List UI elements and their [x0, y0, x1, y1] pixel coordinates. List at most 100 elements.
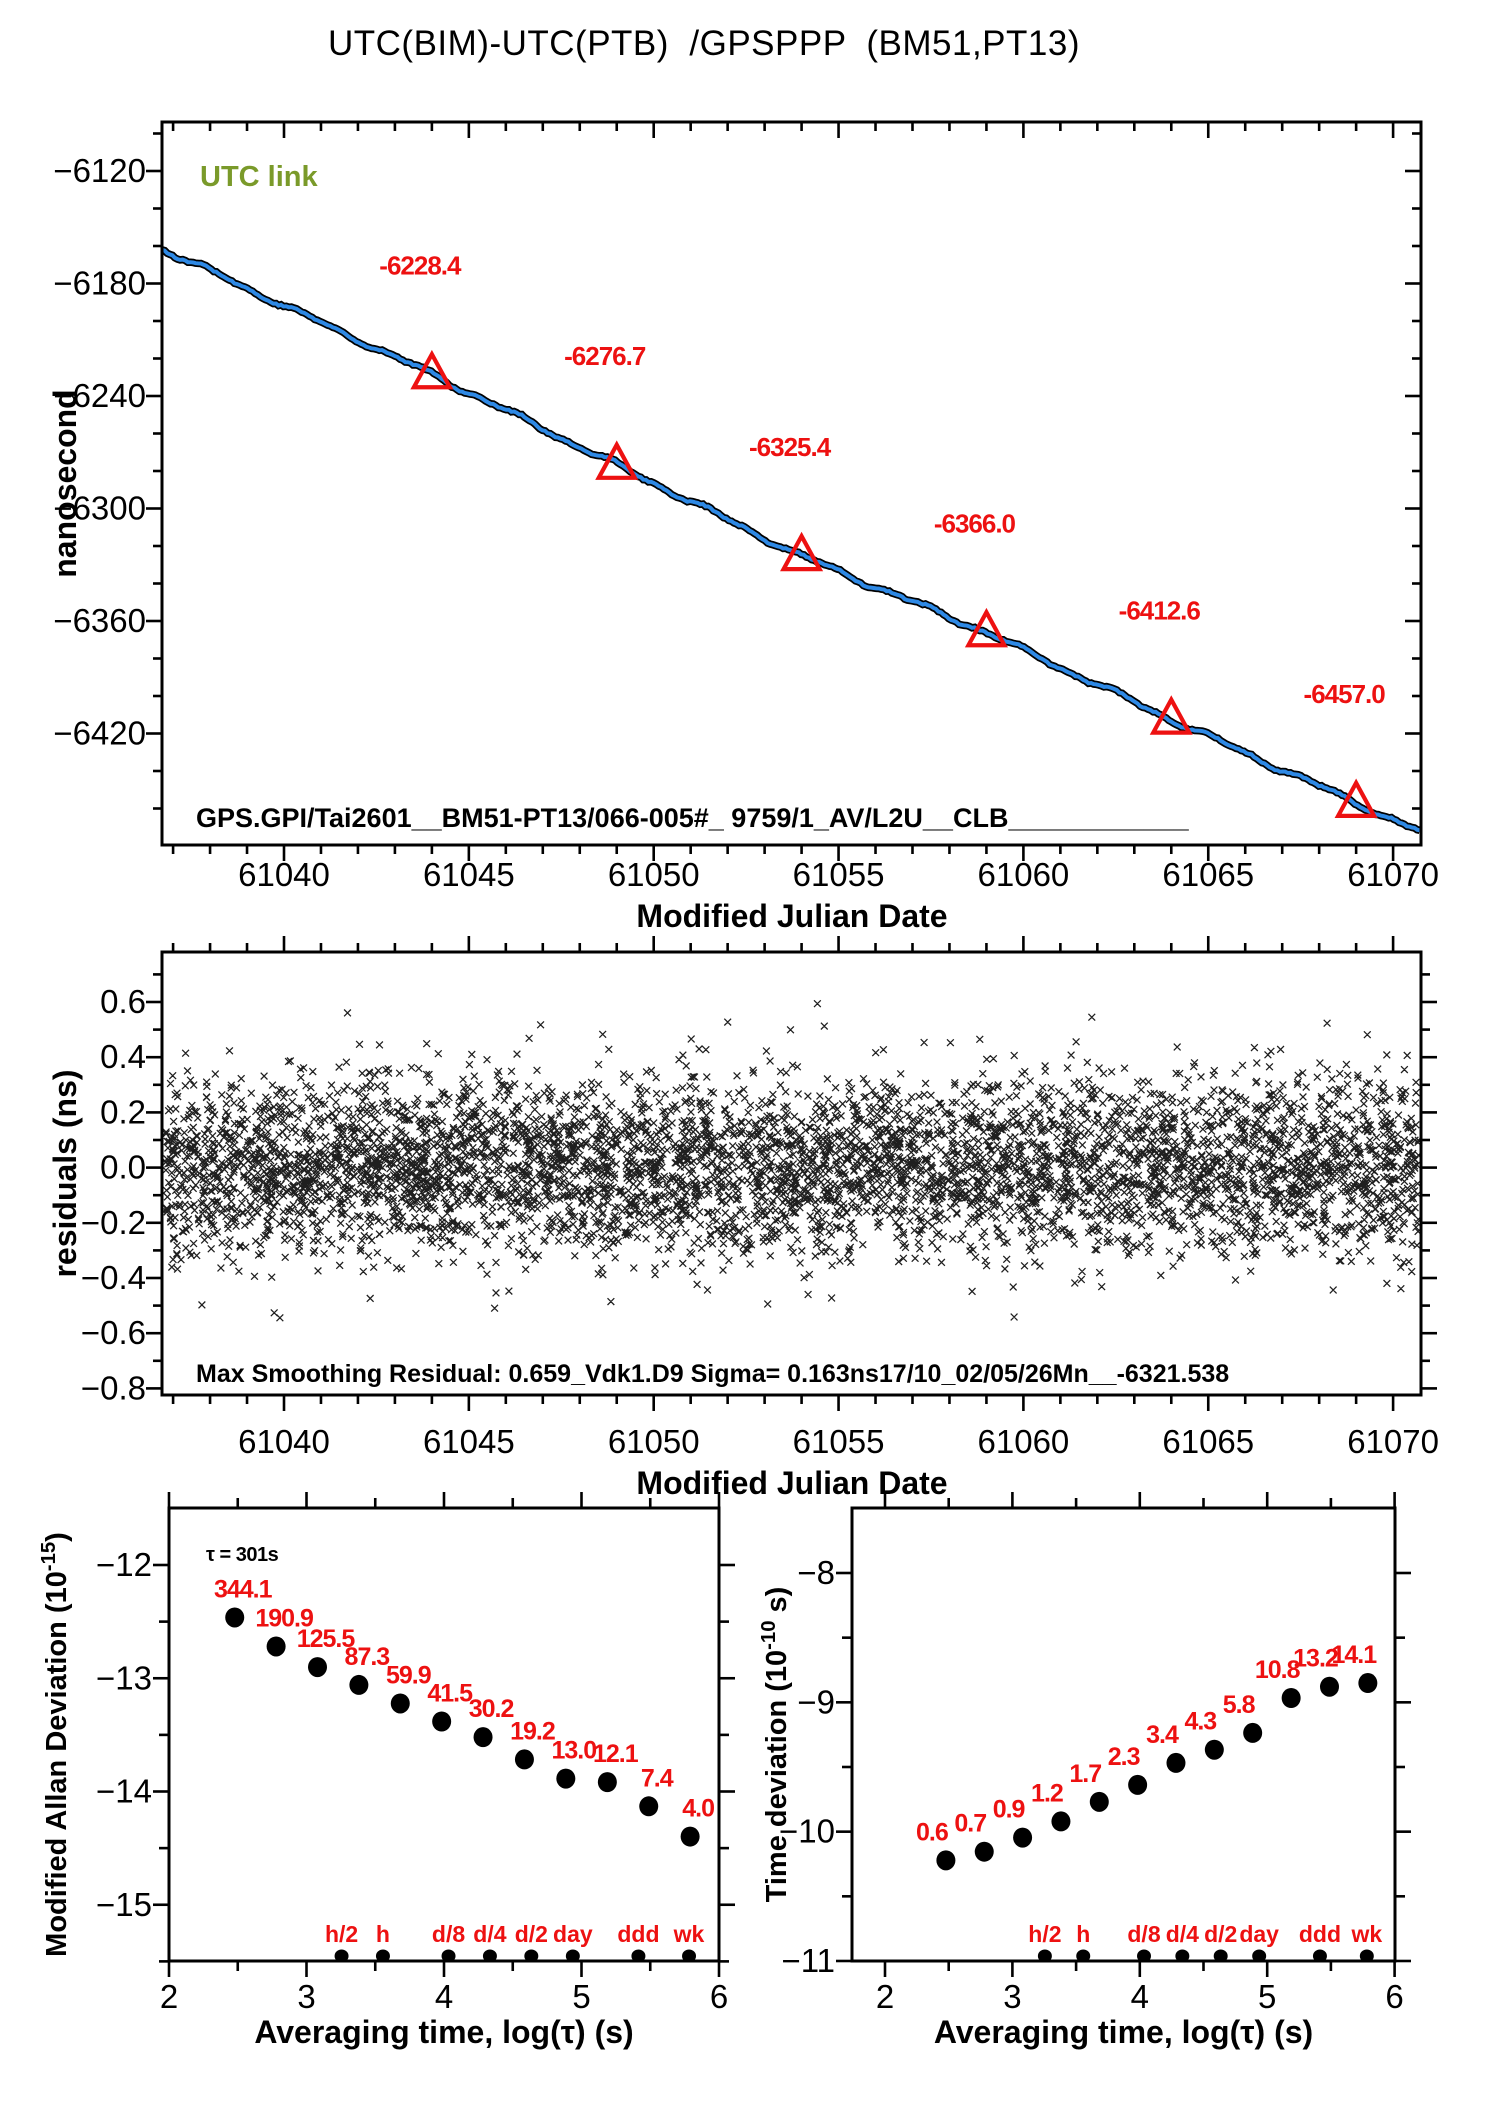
y-axis-title: Time deviation (10-10 s) — [758, 1587, 793, 1903]
time-mark-label: d/8 — [1127, 1921, 1160, 1947]
time-mark-dot — [1359, 1949, 1374, 1963]
time-reference-marks: h/2 h d/8 d/4 d/2 day ddd wk — [325, 1921, 705, 1963]
time-mark-dot — [1137, 1949, 1152, 1963]
x-tick-label: 2 — [876, 1978, 894, 2015]
x-tick-label: 61060 — [978, 1423, 1070, 1460]
x-tick-label: 61040 — [238, 856, 330, 893]
y-tick-label: −0.8 — [81, 1369, 146, 1406]
time-mark-label: day — [553, 1921, 593, 1947]
data-points — [225, 1607, 700, 1847]
y-tick-label: −6120 — [53, 152, 146, 189]
data-point — [266, 1636, 286, 1657]
calibration-triangle — [410, 349, 454, 390]
data-point — [1204, 1739, 1224, 1760]
x-tick-label: 61065 — [1162, 1423, 1254, 1460]
time-mark-dot — [631, 1949, 646, 1963]
point-value-label: 1.2 — [1031, 1779, 1063, 1807]
x-axis-tick-labels: 2 3 4 5 6 — [160, 1978, 728, 2015]
data-point — [1319, 1676, 1339, 1697]
utc-link-panel: 61040 61045 61050 61055 61060 61065 61070 −6120… — [47, 120, 1439, 934]
y-tick-label: −0.2 — [81, 1204, 146, 1241]
point-value-label: 13.2 — [1293, 1645, 1338, 1673]
point-value-label: 125.5 — [297, 1625, 356, 1653]
marker-value-label: -6276.7 — [564, 341, 646, 371]
point-value-label: 2.3 — [1108, 1743, 1140, 1771]
time-mark-dot — [1037, 1949, 1052, 1963]
point-value-labels: 0.6 0.70.91.21.72.33.4 4.35.8 10.813.214.1 — [916, 1641, 1378, 1846]
data-point — [1128, 1774, 1148, 1795]
x-axis-tick-labels: 61040 61045 61050 61055 61060 61065 61070 — [238, 856, 1439, 893]
y-tick-label: −10 — [779, 1813, 835, 1850]
tau-note: τ = 301s — [206, 1544, 279, 1566]
calibration-markers — [410, 349, 1378, 818]
data-point — [639, 1796, 659, 1817]
calibration-triangle — [1149, 695, 1193, 735]
y-tick-label: 0.6 — [100, 983, 146, 1020]
y-tick-label: −6360 — [53, 602, 146, 639]
point-value-label: 7.4 — [641, 1764, 674, 1792]
y-axis-tick-labels: −12 −13 −14 −15 — [96, 1546, 152, 1923]
x-tick-label: 5 — [1258, 1978, 1276, 2015]
data-point — [1358, 1673, 1378, 1694]
x-tick-label: 6 — [1385, 1978, 1403, 2015]
time-mark-dot — [482, 1949, 497, 1963]
point-value-label: 4.0 — [682, 1795, 714, 1823]
point-value-label: 3.4 — [1146, 1721, 1179, 1749]
marker-value-label: -6366.0 — [934, 508, 1016, 538]
y-tick-label: −0.6 — [81, 1314, 146, 1351]
x-tick-label: 61045 — [423, 856, 515, 893]
chart-title: UTC(BIM)-UTC(PTB) /GPSPPP (BM51,PT13) — [328, 24, 1080, 63]
data-point — [1243, 1722, 1263, 1743]
x-tick-label: 61055 — [793, 856, 885, 893]
x-tick-label: 5 — [572, 1978, 590, 2015]
time-mark-label: ddd — [617, 1921, 659, 1947]
time-mark-label: day — [1239, 1921, 1279, 1947]
time-mark-label: ddd — [1299, 1921, 1341, 1947]
time-mark-label: h/2 — [325, 1921, 358, 1947]
time-mark-dot — [1213, 1949, 1228, 1963]
x-tick-label: 61050 — [608, 1423, 700, 1460]
y-tick-label: −6420 — [53, 715, 146, 752]
data-point — [473, 1727, 493, 1748]
time-mark-dot — [1252, 1949, 1267, 1963]
time-mark-label: wk — [673, 1921, 705, 1947]
y-tick-label: −8 — [797, 1554, 835, 1591]
x-axis-title: Modified Julian Date — [636, 1465, 947, 1501]
time-mark-label: d/2 — [1204, 1921, 1237, 1947]
time-reference-marks: h/2 h d/8 d/4 d/2 day ddd wk — [1028, 1921, 1382, 1963]
point-value-label: 10.8 — [1255, 1656, 1301, 1684]
data-point — [349, 1674, 369, 1695]
marker-value-label: -6457.0 — [1304, 679, 1386, 709]
x-tick-label: 4 — [1131, 1978, 1149, 2015]
marker-value-label: -6228.4 — [379, 250, 462, 280]
x-tick-label: 3 — [297, 1978, 315, 2015]
x-tick-label: 6 — [710, 1978, 728, 2015]
point-value-label: 30.2 — [469, 1695, 514, 1723]
tdev-panel: 2 3 4 5 6 −8 −9 −10 −11 Averaging time, log(τ) (s… — [758, 1492, 1411, 2050]
x-axis-tick-labels: 2 3 4 5 6 — [876, 1978, 1404, 2015]
calibration-triangle — [964, 607, 1008, 648]
phase-line — [161, 247, 1421, 833]
x-axis-title: Averaging time, log(τ) (s) — [934, 2014, 1313, 2050]
x-tick-label: 61070 — [1347, 856, 1439, 893]
data-point — [225, 1607, 245, 1628]
point-value-label: 41.5 — [427, 1680, 473, 1708]
data-point — [974, 1841, 994, 1862]
point-value-label: 0.9 — [993, 1796, 1025, 1824]
data-point — [514, 1749, 534, 1770]
data-points — [936, 1673, 1378, 1871]
point-value-label: 344.1 — [214, 1575, 273, 1603]
point-value-label: 12.1 — [593, 1740, 639, 1768]
axis-ticks — [153, 1492, 735, 1977]
data-point — [1166, 1752, 1186, 1773]
data-point — [1013, 1827, 1033, 1848]
smoothing-footer: Max Smoothing Residual: 0.659_Vdk1.D9 Si… — [196, 1360, 1229, 1388]
data-point — [432, 1711, 452, 1732]
x-tick-label: 3 — [1003, 1978, 1021, 2015]
x-axis-title: Averaging time, log(τ) (s) — [254, 2014, 633, 2050]
x-tick-label: 61065 — [1162, 856, 1254, 893]
y-tick-label: 0.4 — [100, 1038, 146, 1075]
y-tick-label: −6180 — [53, 265, 146, 302]
point-value-label: 87.3 — [345, 1643, 390, 1671]
